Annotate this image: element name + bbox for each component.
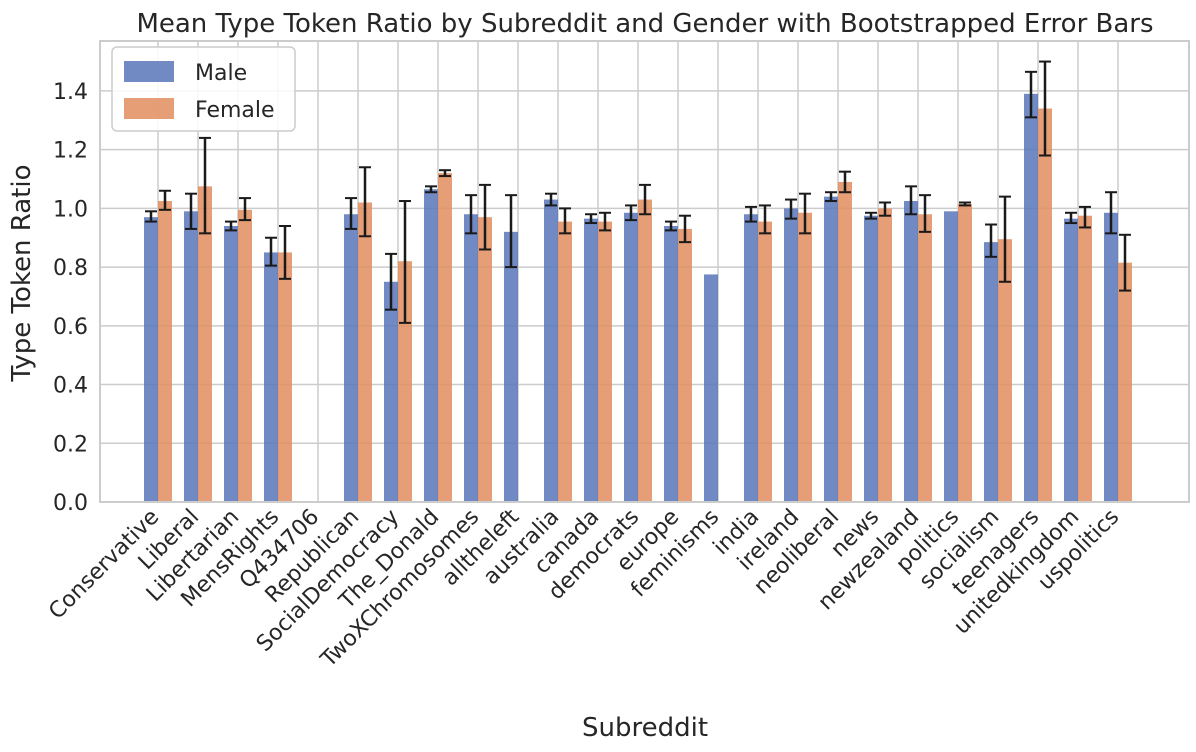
bar-male [984, 242, 998, 502]
bar-male [344, 214, 358, 502]
bars [144, 93, 1132, 503]
bar-male [184, 211, 198, 502]
bar-female [158, 201, 172, 502]
bar-male [424, 189, 438, 502]
y-tick-label: 0.8 [53, 256, 88, 281]
bar-female [598, 221, 612, 502]
bar-male [744, 214, 758, 502]
x-axis-ticks: ConservativeLiberalLibertarianMensRights… [44, 504, 1124, 673]
bar-male [464, 214, 478, 502]
error-bars [145, 60, 1131, 324]
bar-male [264, 252, 278, 502]
bar-female [478, 217, 492, 502]
y-tick-label: 0.0 [53, 491, 88, 516]
bar-male [904, 201, 918, 502]
x-axis-label: Subreddit [582, 713, 708, 743]
bar-male [664, 225, 678, 503]
y-tick-label: 1.2 [53, 139, 88, 164]
bar-male [824, 196, 838, 502]
bar-female [198, 186, 212, 502]
bar-male [944, 211, 958, 502]
bar-male [624, 212, 638, 503]
bar-male [1024, 93, 1038, 502]
bar-female [1078, 215, 1092, 502]
bar-female [758, 221, 772, 502]
bar-male [1104, 212, 1118, 503]
legend-label-male: Male [195, 61, 247, 86]
legend-swatch-female [124, 98, 174, 119]
bar-female [438, 173, 452, 502]
bar-male [544, 199, 558, 502]
bar-female [998, 239, 1012, 503]
y-axis-label: Type Token Ratio [7, 165, 37, 383]
bar-male [784, 208, 798, 502]
bar-female [918, 214, 932, 502]
bar-male [384, 281, 398, 502]
bar-female [1118, 262, 1132, 502]
bar-female [358, 202, 372, 502]
y-tick-label: 0.4 [53, 374, 88, 399]
bar-male [864, 215, 878, 502]
legend: Male Female [111, 46, 296, 132]
bar-female [238, 209, 252, 502]
bar-male [144, 217, 158, 502]
bar-female [1038, 108, 1052, 502]
bar-female [838, 181, 852, 502]
y-tick-label: 0.2 [53, 432, 88, 457]
bar-female [558, 221, 572, 502]
legend-swatch-male [124, 61, 174, 82]
y-tick-label: 1.0 [53, 197, 88, 222]
bar-female [878, 208, 892, 502]
plot-frame [99, 40, 1190, 503]
bar-female [678, 228, 692, 502]
bar-male [224, 225, 238, 503]
y-tick-label: 0.6 [53, 315, 88, 340]
bar-female [798, 212, 812, 503]
bar-female [398, 261, 412, 502]
legend-label-female: Female [195, 98, 275, 123]
bar-male [584, 218, 598, 503]
bar-male [1064, 218, 1078, 503]
y-tick-label: 1.4 [53, 80, 88, 105]
bar-female [638, 199, 652, 502]
bar-female [958, 203, 972, 502]
bar-male [704, 274, 718, 502]
bar-male [504, 231, 518, 503]
chart-title: Mean Type Token Ratio by Subreddit and G… [136, 9, 1153, 39]
bar-female [278, 252, 292, 502]
y-axis-ticks: 0.0 0.2 0.4 0.6 0.8 1.0 1.2 1.4 [53, 80, 88, 516]
